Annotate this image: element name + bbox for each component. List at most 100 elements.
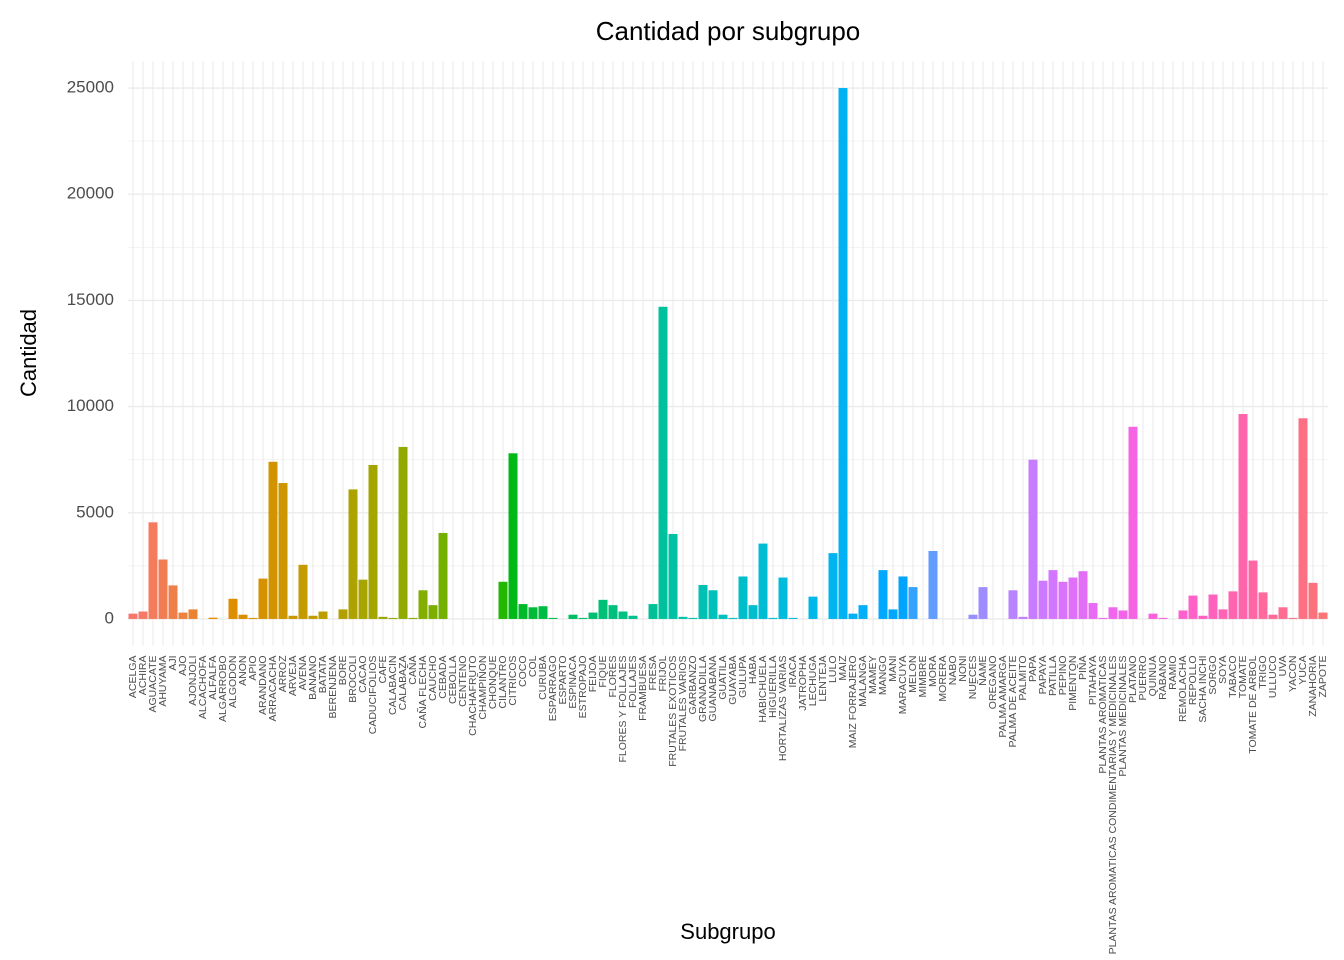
x-tick-label: PUERRO [1137, 656, 1149, 701]
x-tick-label: PIMENTON [1067, 656, 1079, 711]
x-tick-label: BANANO [307, 656, 319, 700]
x-tick-label: SACHA INCHI [1197, 656, 1209, 723]
bar [978, 587, 988, 619]
x-axis-label: Subgrupo [680, 919, 775, 944]
bar [648, 604, 658, 619]
bar [708, 590, 718, 619]
x-tick-label: ARANDANO [257, 656, 269, 716]
bar [588, 612, 598, 619]
bar [878, 570, 888, 619]
x-tick-label: MORA [927, 656, 939, 688]
bar [1298, 418, 1308, 619]
x-tick-label: HIGUERILLA [767, 656, 779, 718]
bar [618, 611, 628, 619]
bar [248, 617, 258, 619]
bar [238, 614, 248, 619]
bar [1268, 614, 1278, 619]
bar [1118, 610, 1128, 619]
x-tick-label: PATILLA [1047, 656, 1059, 696]
bar [678, 616, 688, 619]
bar [698, 584, 708, 619]
bar [968, 614, 978, 619]
x-tick-label: CITRICOS [507, 656, 519, 706]
x-tick-label: YUCA [1297, 656, 1309, 685]
bar [1198, 615, 1208, 619]
bar [168, 585, 178, 619]
x-tick-label: REPOLLO [1187, 656, 1199, 706]
bar [158, 559, 168, 619]
x-tick-label: SOYA [1217, 656, 1229, 684]
x-tick-label: PALMA AMARGA [997, 656, 1009, 738]
x-tick-label: MAIZ [837, 655, 849, 681]
x-tick-label: FRUTALES VARIOS [677, 656, 689, 752]
bar [308, 615, 318, 619]
x-tick-label: ZANAHORIA [1307, 656, 1319, 717]
x-tick-label: YACON [1287, 656, 1299, 693]
x-tick-label: ALGARROBO [217, 656, 229, 723]
bar [1048, 570, 1058, 619]
x-tick-label: PAPA [1027, 656, 1039, 682]
bar [338, 609, 348, 619]
bar [1228, 591, 1238, 619]
bar [428, 605, 438, 619]
x-tick-label: GUANABANA [707, 656, 719, 722]
bar [1018, 616, 1028, 619]
bar [268, 461, 278, 619]
x-tick-label: CALABACIN [387, 656, 399, 716]
bar [908, 587, 918, 619]
bar [368, 464, 378, 619]
x-tick-label: CHONQUE [487, 656, 499, 710]
x-tick-label: COL [527, 655, 539, 677]
x-tick-label: FEIJOA [587, 656, 599, 693]
bar [858, 605, 868, 619]
bar [258, 578, 268, 619]
bar [348, 489, 358, 619]
x-tick-label: PIÑA [1076, 656, 1089, 681]
bar [688, 617, 698, 619]
bar [1128, 426, 1138, 619]
bar [178, 612, 188, 619]
bar [378, 616, 388, 619]
bar [1088, 603, 1098, 619]
x-tick-label: QUINUA [1147, 656, 1159, 697]
bar [928, 550, 938, 619]
x-tick-label: GUATILA [717, 656, 729, 700]
x-tick-label: MAIZ FORRAJERO [847, 656, 859, 749]
bar [548, 617, 558, 619]
x-tick-label: ARROZ [277, 655, 289, 692]
bar [1108, 607, 1118, 619]
x-tick-label: MIMBRE [917, 656, 929, 698]
x-tick-label: FLORES [607, 656, 619, 698]
bar [1188, 595, 1198, 619]
x-tick-label: TOMATE [1237, 656, 1249, 699]
x-tick-label: CEBADA [437, 656, 449, 699]
bar [1008, 590, 1018, 619]
x-tick-label: CHAMPIÑON [476, 656, 489, 720]
y-tick-label: 15000 [67, 290, 114, 309]
x-tick-label: CURUBA [537, 656, 549, 700]
x-tick-label: CALABAZA [397, 656, 409, 711]
bar [408, 617, 418, 619]
bar [508, 453, 518, 619]
grid [128, 61, 1328, 646]
x-tick-label: HABA [747, 656, 759, 685]
x-tick-label: ESPARRAGO [547, 656, 559, 722]
x-tick-label: PLANTAS AROMATICAS CONDIMENTARIAS Y MEDI… [1107, 656, 1119, 955]
x-tick-label: RAMIO [1167, 656, 1179, 690]
bar [768, 617, 778, 619]
x-tick-label: NABO [947, 656, 959, 686]
bar [438, 532, 448, 619]
y-tick-label: 25000 [67, 78, 114, 97]
x-tick-label: NUECES [967, 656, 979, 700]
x-tick-label: PITAHAYA [1087, 656, 1099, 706]
x-tick-label: PLANTAS MEDICINALES [1117, 656, 1129, 777]
bar [848, 613, 858, 619]
x-tick-label: MANI [887, 656, 899, 682]
x-tick-label: AVENA [297, 656, 309, 691]
bar [778, 577, 788, 619]
x-tick-label: CAÑA [406, 656, 419, 685]
bar [1058, 581, 1068, 619]
x-tick-label: ARRACACHA [267, 656, 279, 722]
x-tick-label: GRANADILLA [697, 656, 709, 723]
